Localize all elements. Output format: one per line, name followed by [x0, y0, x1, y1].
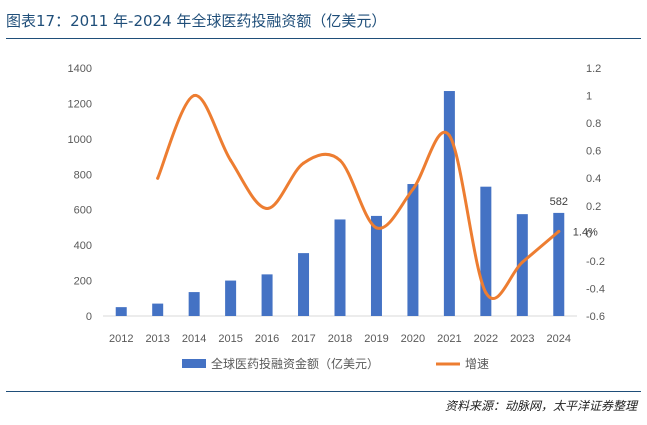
growth-point-2015: [229, 158, 233, 162]
growth-point-2013: [156, 176, 160, 180]
x-tick-label: 2024: [547, 333, 571, 345]
y-left-tick-label: 400: [74, 240, 92, 252]
y-right-tick-label: 0.2: [586, 201, 601, 213]
legend-line-label: 增速: [465, 357, 489, 371]
y-left-tick-label: 0: [86, 311, 92, 323]
bar-2020: [407, 184, 419, 316]
growth-point-2019: [374, 226, 378, 230]
growth-point-2022: [484, 291, 488, 295]
y-right-tick-label: 1: [586, 91, 592, 103]
growth-point-2014: [192, 94, 196, 98]
y-right-tick-label: 0.8: [586, 118, 601, 130]
y-right-tick-label: 0.6: [586, 146, 601, 158]
y-left-tick-label: 800: [74, 169, 92, 181]
x-tick-label: 2018: [328, 333, 352, 345]
y-left-tick-label: 1200: [68, 98, 92, 110]
x-tick-label: 2022: [474, 333, 498, 345]
growth-point-2020: [411, 187, 415, 191]
bar-2022: [480, 186, 492, 316]
title-divider: [6, 38, 641, 39]
bar-2021: [443, 91, 455, 317]
x-tick-label: 2023: [510, 333, 534, 345]
bar-2017: [298, 253, 310, 316]
bar-2014: [188, 292, 200, 316]
x-tick-label: 2013: [145, 333, 169, 345]
x-tick-label: 2016: [255, 333, 279, 345]
growth-point-2024: [557, 229, 561, 233]
growth-point-2017: [302, 161, 306, 165]
bar-2012: [115, 307, 127, 316]
x-tick-label: 2021: [437, 333, 461, 345]
x-tick-label: 2020: [401, 333, 425, 345]
growth-data-label: 1.4%: [573, 226, 598, 238]
y-left-tick-label: 1400: [68, 63, 92, 75]
x-tick-label: 2017: [291, 333, 315, 345]
y-left-tick-label: 200: [74, 276, 92, 288]
x-tick-label: 2014: [182, 333, 206, 345]
y-right-tick-label: -0.2: [586, 256, 605, 268]
y-right-tick-label: 0.4: [586, 173, 601, 185]
growth-point-2018: [338, 158, 342, 162]
bar-2023: [516, 214, 528, 316]
x-tick-label: 2015: [218, 333, 242, 345]
bar-2015: [225, 280, 237, 316]
source-note: 资料来源：动脉网，太平洋证券整理: [444, 399, 637, 413]
bar-2024: [553, 212, 565, 316]
bar-2013: [152, 303, 164, 316]
y-left-tick-label: 1000: [68, 134, 92, 146]
bar-2018: [334, 219, 346, 316]
y-right-tick-label: -0.4: [586, 283, 605, 295]
chart: 0 200 400 600 800 1000 1200 1400 -0.6 -0.4 -0.2 0 0.…: [68, 63, 605, 371]
bar-data-label: 582: [550, 196, 568, 208]
growth-point-2023: [520, 260, 524, 264]
x-tick-label: 2012: [109, 333, 133, 345]
legend-bar-swatch: [182, 359, 206, 368]
growth-point-2016: [265, 207, 269, 211]
y-right-tick-label: 1.2: [586, 63, 601, 75]
bar-2019: [370, 215, 382, 316]
y-right-tick-label: 0: [586, 228, 592, 240]
growth-point-2021: [447, 134, 451, 138]
x-tick-label: 2019: [364, 333, 388, 345]
source-divider: [6, 391, 641, 392]
y-right-tick-label: -0.6: [586, 311, 605, 323]
growth-line: [156, 94, 561, 301]
figure-title: 图表17：2011 年-2024 年全球医药投融资额（亿美元）: [6, 12, 387, 30]
y-left-tick-label: 600: [74, 205, 92, 217]
legend-bar-label: 全球医药投融资金额（亿美元）: [211, 356, 379, 371]
bar-2016: [261, 274, 273, 316]
